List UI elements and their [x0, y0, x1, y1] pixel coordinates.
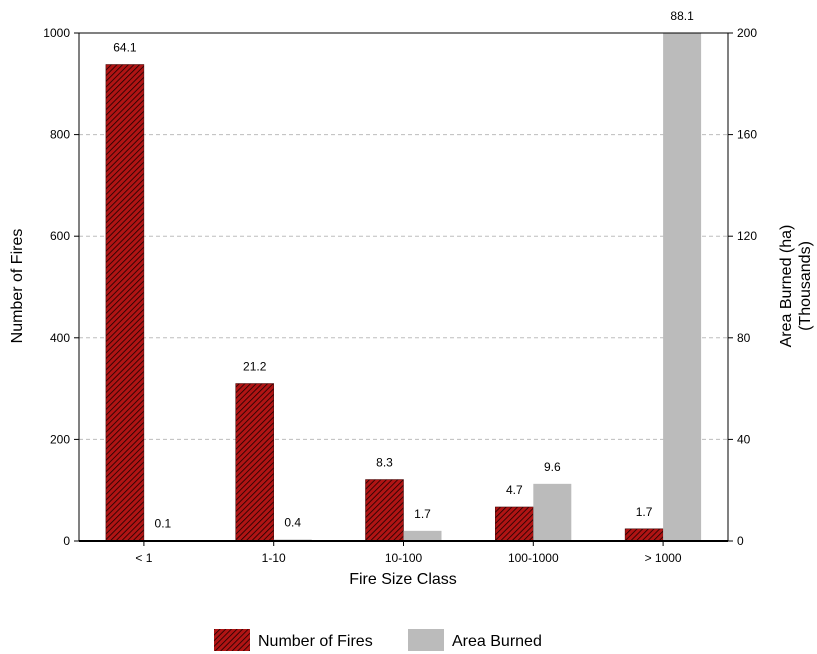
- y-tick-label: 0: [63, 534, 70, 548]
- y2-tick-label: 120: [737, 229, 757, 243]
- plot-border: [78, 32, 729, 542]
- legend-label-number-of-fires: Number of Fires: [258, 633, 373, 650]
- x-tick-label: 10-100: [385, 551, 423, 565]
- bar-number-of-fires: [624, 528, 664, 542]
- y-tick-label: 1000: [43, 26, 70, 40]
- data-label-area-burned: 1.7: [414, 507, 431, 521]
- bars: [105, 33, 702, 542]
- gridlines: [79, 134, 728, 440]
- bar-area-burned: [663, 33, 702, 541]
- y-axis-title: Number of Fires: [9, 229, 26, 344]
- y-tick-label: 800: [50, 128, 70, 142]
- bar-number-of-fires: [105, 64, 145, 542]
- data-label-area-burned: 9.6: [544, 460, 561, 474]
- data-label-number-of-fires: 1.7: [636, 505, 653, 519]
- legend-label-area-burned: Area Burned: [452, 633, 542, 650]
- bar-number-of-fires: [235, 383, 274, 542]
- data-label-number-of-fires: 8.3: [376, 456, 393, 470]
- y2-tick-label: 0: [737, 534, 744, 548]
- y2-tick-label: 80: [737, 331, 751, 345]
- data-labels: 64.1 0.1 21.2 0.4 8.3 1.7 4.7 9.6 1.7 88.1: [113, 9, 694, 530]
- y2-tick-label: 40: [737, 432, 751, 446]
- y-tick-label: 600: [50, 229, 70, 243]
- data-label-number-of-fires: 4.7: [506, 483, 523, 497]
- y2-tick-label: 160: [737, 128, 757, 142]
- plot-frame: [74, 32, 733, 546]
- tick-labels: 0 200 400 600 800 1000 0 40 80 120 160 200 < 1 1-10 10…: [43, 26, 757, 565]
- x-tick-label: > 1000: [645, 551, 682, 565]
- data-label-area-burned: 0.4: [284, 515, 301, 529]
- y2-axis-title-line2: (Thousands): [797, 241, 814, 331]
- legend: Number of Fires Area Burned: [214, 629, 542, 651]
- x-tick-label: 1-10: [262, 551, 286, 565]
- data-label-area-burned: 0.1: [155, 516, 172, 530]
- x-tick-label: < 1: [135, 551, 152, 565]
- bar-number-of-fires: [365, 479, 404, 542]
- y2-tick-label: 200: [737, 26, 757, 40]
- y-tick-label: 200: [50, 432, 70, 446]
- x-axis-title: Fire Size Class: [349, 571, 457, 588]
- bar-area-burned: [403, 530, 442, 541]
- data-label-number-of-fires: 64.1: [113, 40, 137, 54]
- data-label-number-of-fires: 21.2: [243, 360, 267, 374]
- x-tick-label: 100-1000: [508, 551, 559, 565]
- legend-swatch-number-of-fires: [214, 629, 250, 651]
- bar-area-burned: [533, 483, 572, 541]
- y2-axis-title-line1: Area Burned (ha): [778, 225, 795, 348]
- y-tick-label: 400: [50, 331, 70, 345]
- data-label-area-burned: 88.1: [670, 9, 694, 23]
- bar-number-of-fires: [495, 506, 534, 542]
- legend-swatch-area-burned: [408, 629, 444, 651]
